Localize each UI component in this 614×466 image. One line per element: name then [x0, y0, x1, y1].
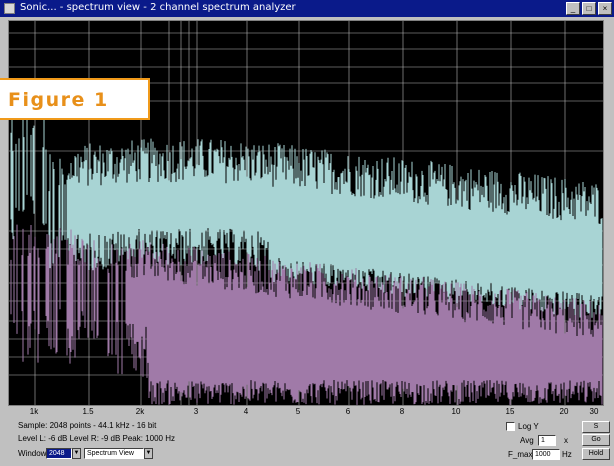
x-tick-label: 10 — [451, 407, 461, 416]
chevron-down-icon[interactable]: ▼ — [144, 448, 153, 459]
x-tick-label: 8 — [399, 407, 405, 416]
y-scale-strip — [604, 20, 614, 406]
avg-label: Avg — [520, 436, 534, 445]
x-tick-label: 3 — [193, 407, 199, 416]
x-tick-label: 20 — [559, 407, 569, 416]
x-tick-label: 5 — [295, 407, 301, 416]
x-tick-label: 6 — [345, 407, 351, 416]
maximize-button[interactable]: □ — [582, 2, 596, 15]
fmax-input[interactable]: 1000 — [532, 449, 560, 460]
status-line-2: Level L: -6 dB Level R: -9 dB Peak: 1000… — [18, 434, 175, 443]
x-tick-label: 4 — [243, 407, 249, 416]
hold-button[interactable]: Hold — [582, 448, 610, 460]
avg-unit: x — [564, 436, 568, 445]
channel-1-spectrum — [10, 104, 603, 318]
status-line-1: Sample: 2048 points - 44.1 kHz - 16 bit — [18, 421, 157, 430]
view-mode-select[interactable]: Spectrum View — [84, 448, 144, 459]
figure-label: Figure 1 — [0, 78, 150, 120]
x-axis-labels: 1k 1.5 2k 3 4 5 6 8 10 15 20 30 — [8, 406, 604, 418]
go-button[interactable]: Go — [582, 434, 610, 446]
spectrum-canvas[interactable] — [9, 21, 603, 405]
app-icon[interactable] — [4, 3, 15, 14]
status-panel: Sample: 2048 points - 44.1 kHz - 16 bit … — [0, 419, 614, 466]
close-button[interactable]: × — [598, 2, 612, 15]
log-y-checkbox[interactable] — [506, 422, 515, 431]
log-y-label: Log Y — [518, 422, 539, 431]
chevron-down-icon[interactable]: ▼ — [72, 448, 81, 459]
x-tick-label: 1.5 — [82, 407, 94, 416]
figure-label-text: Figure 1 — [8, 89, 109, 111]
s-button[interactable]: S — [582, 421, 610, 433]
x-tick-label: 1k — [29, 407, 39, 416]
window-size-label: Window — [18, 449, 47, 458]
avg-input[interactable]: 1 — [538, 435, 556, 446]
minimize-button[interactable]: _ — [566, 2, 580, 15]
x-tick-label: 30 — [589, 407, 599, 416]
title-bar[interactable]: Sonic... - spectrum view - 2 channel spe… — [0, 0, 614, 17]
fmax-unit: Hz — [562, 450, 572, 459]
fmax-label: F_max — [508, 450, 533, 459]
window-controls: _ □ × — [566, 2, 612, 15]
spectrum-plot[interactable] — [8, 20, 604, 406]
channel-2-spectrum — [10, 224, 603, 405]
window-size-select[interactable]: 2048 — [46, 448, 72, 459]
x-tick-label: 15 — [505, 407, 515, 416]
window-title: Sonic... - spectrum view - 2 channel spe… — [20, 2, 296, 13]
x-tick-label: 2k — [135, 407, 145, 416]
